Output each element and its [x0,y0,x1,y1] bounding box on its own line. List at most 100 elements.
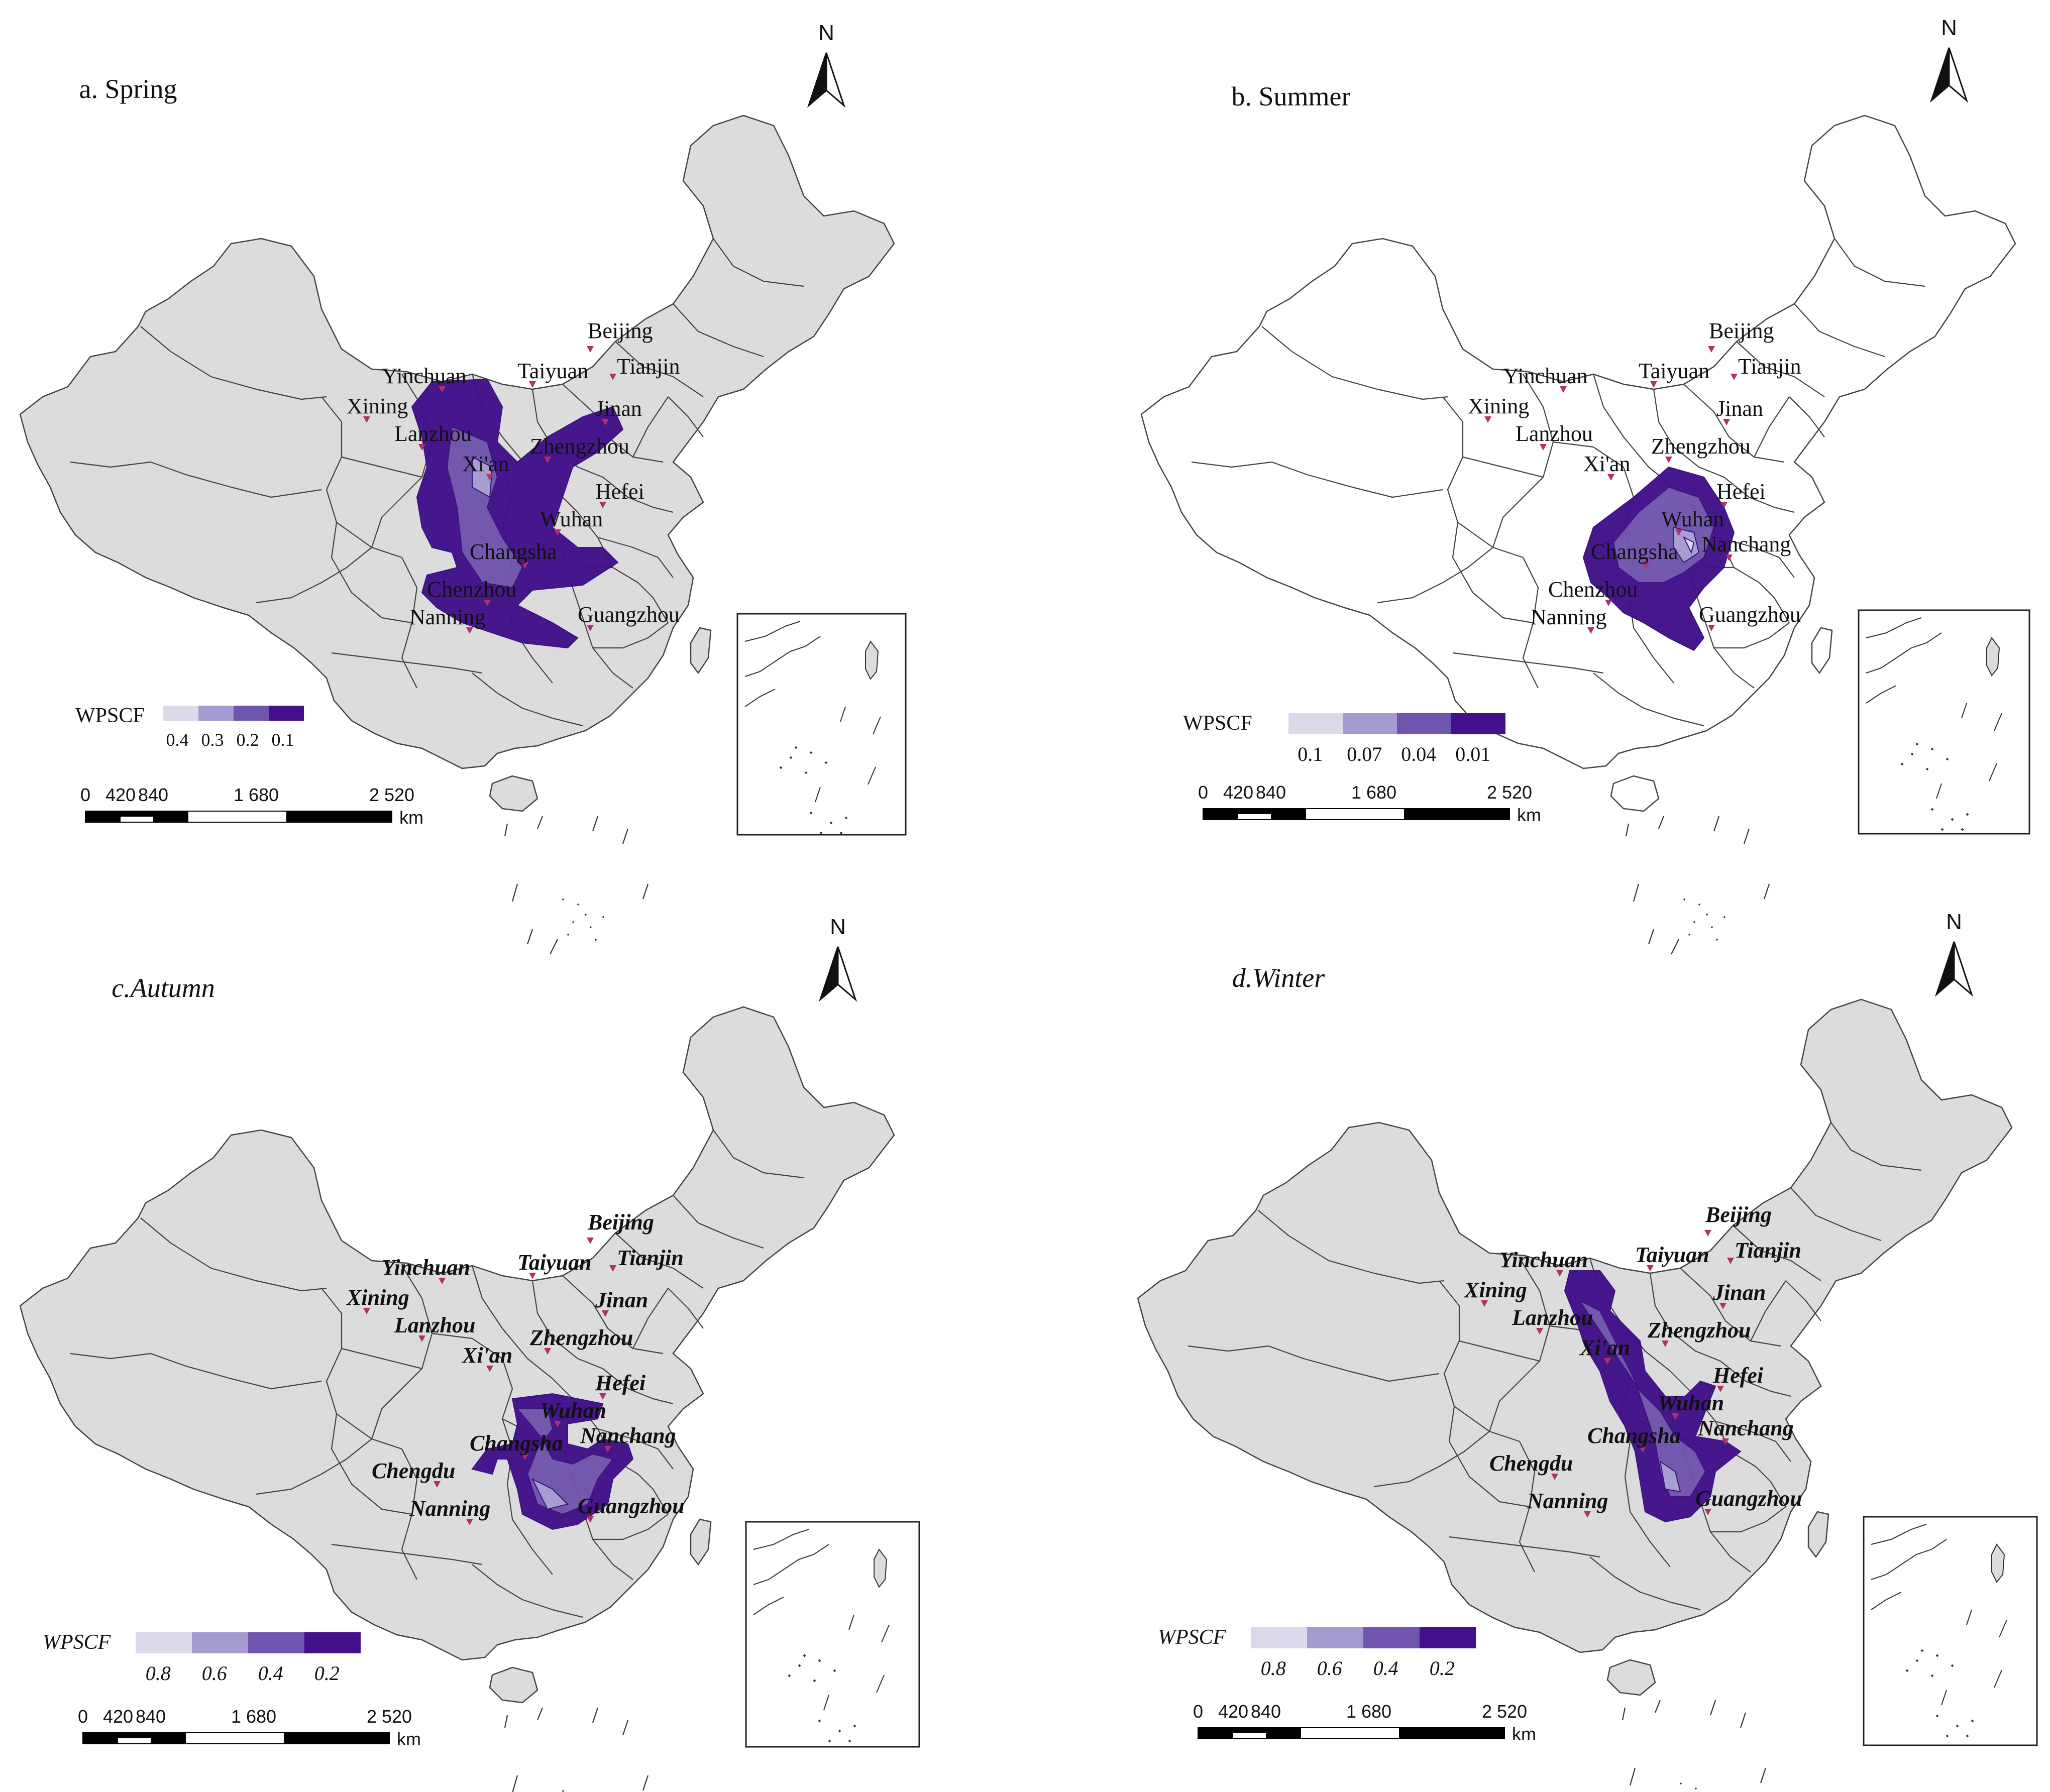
city-label: Jinan [595,1288,648,1312]
wpscf-legend: WPSCF 0.8 0.6 0.4 0.2 [43,1631,361,1685]
legend-label: WPSCF [43,1631,111,1654]
legend-tick: 0.6 [202,1662,227,1685]
city-marker-icon [1708,625,1715,631]
legend-tick: 0.6 [1317,1657,1342,1679]
city-marker: Chenzhou [427,577,516,606]
city-marker: Nanning [409,605,486,634]
city-marker: Jinan [595,1288,648,1317]
city-label: Guangzhou [578,1494,685,1518]
city-marker-icon [599,502,606,508]
city-marker-icon [1704,1230,1711,1237]
city-label: Jinan [595,396,642,421]
city-marker-icon [554,529,561,536]
city-marker: Beijing [1704,1202,1772,1237]
city-marker-icon [604,1446,611,1452]
scale-tick: 840 [1256,782,1286,803]
city-marker: Xi'an [461,1343,512,1372]
legend-tick: 0.4 [1373,1657,1398,1679]
legend-swatch [1288,713,1343,734]
legend-tick: 0.01 [1455,743,1490,765]
city-marker: Changsha [1591,539,1678,569]
taiwan-island [1811,627,1833,674]
city-marker-icon [466,627,473,634]
city-marker-icon [609,1265,616,1272]
taiwan-island [690,1518,712,1565]
city-label: Nanning [409,1496,490,1521]
city-label: Tianjin [1735,1238,1801,1263]
north-arrow-icon: N [1929,16,1969,103]
city-label: Chengdu [1489,1451,1573,1476]
legend-tick: 0.2 [1430,1657,1455,1679]
city-marker-icon [529,381,536,388]
city-marker-icon [418,444,425,451]
city-marker: Beijing [1708,318,1774,353]
wpscf-source-region [411,378,624,649]
city-label: Taiyuan [517,1250,592,1275]
city-marker-icon [1639,1446,1646,1452]
south-china-sea-islands [504,1707,649,1792]
china-map: Beijing Tianjin Yinchuan Taiyuan Xining Lanzh… [1140,115,2016,955]
city-marker: Wuhan [540,1398,606,1427]
city-marker-icon [484,600,491,606]
scale-tick: 2 520 [367,1706,412,1727]
city-marker: Wuhan [540,507,603,536]
south-china-sea-inset [1863,1516,2038,1746]
city-label: Jinan [1712,1280,1766,1305]
city-label: Xining [346,1285,409,1310]
scale-unit: km [399,807,423,828]
city-marker-icon [1672,1413,1679,1420]
city-marker: Xi'an [462,452,509,481]
city-label: Lanzhou [394,1313,475,1337]
city-marker: Nanning [409,1496,490,1525]
city-label: Lanzhou [1512,1305,1593,1330]
city-label: Hefei [595,1371,646,1395]
city-marker-icon [544,457,551,463]
city-label: Changsha [1587,1423,1681,1448]
city-marker: Xining [346,1285,409,1314]
scale-unit: km [1517,805,1541,825]
south-china-sea-inset [745,1521,920,1748]
city-marker-icon [1481,1300,1488,1307]
city-marker: Nanning [1527,1489,1608,1518]
legend-tick: 0.1 [272,730,294,750]
city-label: Xining [1468,394,1529,418]
city-label: Jinan [1716,396,1763,421]
city-label: Taiyuan [1635,1243,1709,1267]
wpscf-legend: WPSCF 0.1 0.07 0.04 0.01 [1183,712,1505,765]
scale-tick: 840 [138,785,168,805]
legend-swatch [163,706,198,721]
city-label: Lanzhou [394,421,472,446]
city-label: Nanchang [1701,532,1791,556]
city-marker-icon [1717,1386,1724,1392]
city-marker: Guangzhou [578,602,680,631]
city-marker-icon [587,346,594,353]
city-label: Nanchang [1697,1416,1794,1440]
city-marker: Yinchuan [382,364,467,393]
legend-swatch [269,706,304,721]
china-map: Beijing Tianjin Yinchuan Taiyuan Xining Lanzh… [19,115,895,955]
city-marker: Hefei [595,1371,646,1400]
wpscf-source-region [471,1393,634,1530]
scale-tick: 1 680 [231,1706,276,1727]
city-marker: Guangzhou [1695,1486,1802,1515]
city-marker: Taiyuan [517,1250,592,1279]
city-label: Xi'an [1583,452,1630,476]
city-label: Wuhan [1661,507,1724,531]
city-marker-icon [587,1238,594,1244]
city-marker-icon [1722,1438,1729,1445]
city-marker: Nanchang [580,1423,676,1452]
city-marker-icon [1643,562,1650,569]
city-marker-icon [486,1366,493,1372]
legend-swatch [248,1632,304,1653]
city-label: Xi'an [461,1343,512,1368]
panel-title: b. Summer [1232,81,1351,111]
city-marker-icon [439,386,446,393]
north-label: N [1941,16,1957,40]
china-map: Beijing Tianjin Yinchuan Taiyuan Xining Lanzh… [1137,998,2013,1792]
city-marker: Lanzhou [394,421,472,451]
city-marker: Lanzhou [1512,1305,1593,1334]
city-label: Tianjin [617,1246,684,1270]
